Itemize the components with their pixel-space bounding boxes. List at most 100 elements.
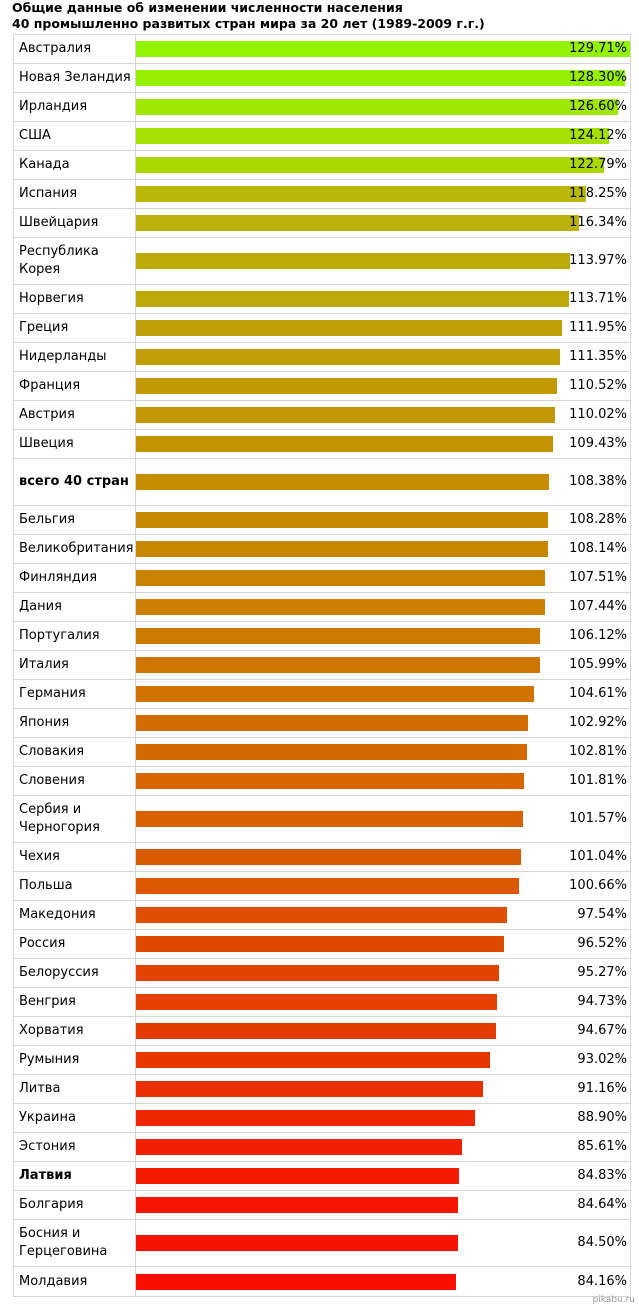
category-label-text: Австрия — [19, 407, 75, 422]
category-label: Хорватия — [14, 1017, 136, 1045]
value-label: 91.16% — [577, 1081, 627, 1096]
category-label: Новая Зеландия — [14, 64, 136, 92]
value-label: 84.50% — [577, 1235, 627, 1250]
bar-row: Белоруссия 95.27% — [14, 959, 630, 988]
category-label: Россия — [14, 930, 136, 958]
bar-row: Македония 97.54% — [14, 901, 630, 930]
category-label-text: Латвия — [19, 1168, 72, 1183]
category-label: Испания — [14, 180, 136, 208]
bar-cell: 126.60% — [136, 93, 630, 121]
category-label-text: Литва — [19, 1081, 61, 1096]
bar-row: Сербия и Черногория 101.57% — [14, 796, 630, 843]
bar-row: Латвия 84.83% — [14, 1162, 630, 1191]
bar-cell: 94.67% — [136, 1017, 630, 1045]
category-label-text: всего 40 стран — [19, 474, 129, 489]
bar-cell: 105.99% — [136, 651, 630, 679]
bar — [136, 994, 497, 1010]
category-label-text: Эстония — [19, 1139, 76, 1154]
value-label: 95.27% — [577, 965, 627, 980]
category-label-text: Италия — [19, 657, 69, 672]
bar-row: Португалия 106.12% — [14, 622, 630, 651]
value-label: 126.60% — [569, 99, 627, 114]
category-label-text: Норвегия — [19, 291, 84, 306]
bar-cell: 128.30% — [136, 64, 630, 92]
value-label: 102.92% — [569, 715, 627, 730]
category-label-text: Греция — [19, 320, 69, 335]
bar — [136, 773, 524, 789]
bar-row: Швейцария 116.34% — [14, 209, 630, 238]
category-label-text: Молдавия — [19, 1273, 88, 1289]
bar-cell: 113.97% — [136, 238, 630, 284]
bar-row: Эстония 85.61% — [14, 1133, 630, 1162]
bar-row: Греция 111.95% — [14, 314, 630, 343]
bar — [136, 686, 535, 702]
bar-row: Словения 101.81% — [14, 767, 630, 796]
chart-title-line-1: Общие данные об изменении численности на… — [12, 0, 403, 15]
bar — [136, 320, 563, 336]
category-label-text: Босния и Герцеговина — [19, 1226, 108, 1259]
bar-cell: 84.50% — [136, 1220, 630, 1266]
bar-cell: 101.81% — [136, 767, 630, 795]
bar-cell: 84.16% — [136, 1267, 630, 1296]
value-label: 100.66% — [569, 878, 627, 893]
bar-cell: 97.54% — [136, 901, 630, 929]
bar-cell: 118.25% — [136, 180, 630, 208]
bar — [136, 1139, 462, 1155]
category-label-text: Австралия — [19, 41, 92, 56]
category-label: Португалия — [14, 622, 136, 650]
value-label: 113.71% — [569, 291, 627, 306]
bar — [136, 474, 549, 490]
bar — [136, 349, 560, 365]
bar-cell: 106.12% — [136, 622, 630, 650]
bar-cell: 95.27% — [136, 959, 630, 987]
value-label: 108.28% — [569, 512, 627, 527]
bar-row: Ирландия 126.60% — [14, 93, 630, 122]
category-label: Латвия — [14, 1162, 136, 1190]
value-label: 97.54% — [577, 907, 627, 922]
category-label-text: Нидерланды — [19, 349, 107, 364]
category-label-text: Республика Корея — [19, 244, 99, 277]
bar — [136, 744, 528, 760]
bar-cell: 122.79% — [136, 151, 630, 179]
bar — [136, 436, 553, 452]
category-label: США — [14, 122, 136, 150]
bar — [136, 599, 546, 615]
bar-cell: 102.92% — [136, 709, 630, 737]
bar-cell: 84.83% — [136, 1162, 630, 1190]
category-label: Франция — [14, 372, 136, 400]
bar-row: Молдавия 84.16% — [14, 1267, 630, 1296]
value-label: 110.02% — [569, 407, 627, 422]
bar-cell: 111.95% — [136, 314, 630, 342]
category-label: Румыния — [14, 1046, 136, 1074]
value-label: 116.34% — [569, 215, 627, 230]
bar-cell: 113.71% — [136, 285, 630, 313]
bar — [136, 1081, 484, 1097]
category-label-text: Хорватия — [19, 1023, 84, 1038]
bar-row: Босния и Герцеговина 84.50% — [14, 1220, 630, 1267]
value-label: 94.73% — [577, 994, 627, 1009]
value-label: 106.12% — [569, 628, 627, 643]
category-label: Сербия и Черногория — [14, 796, 136, 842]
category-label-text: Франция — [19, 378, 81, 393]
category-label: Ирландия — [14, 93, 136, 121]
bar — [136, 907, 508, 923]
category-label-text: Белоруссия — [19, 965, 99, 980]
value-label: 105.99% — [569, 657, 627, 672]
value-label: 93.02% — [577, 1052, 627, 1067]
bar-row: Бельгия 108.28% — [14, 506, 630, 535]
category-label-text: Россия — [19, 936, 66, 951]
bar-cell: 116.34% — [136, 209, 630, 237]
bar-cell: 104.61% — [136, 680, 630, 708]
bar-row: Великобритания 108.14% — [14, 535, 630, 564]
category-label: Италия — [14, 651, 136, 679]
bar-cell: 108.14% — [136, 535, 630, 563]
category-label: Великобритания — [14, 535, 136, 563]
value-label: 111.35% — [569, 349, 627, 364]
category-label: Финляндия — [14, 564, 136, 592]
bar — [136, 215, 579, 231]
value-label: 108.38% — [569, 474, 627, 489]
value-label: 128.30% — [569, 70, 627, 85]
chart-title: Общие данные об изменении численности на… — [12, 0, 485, 32]
value-label: 84.83% — [577, 1168, 627, 1183]
category-label: Германия — [14, 680, 136, 708]
